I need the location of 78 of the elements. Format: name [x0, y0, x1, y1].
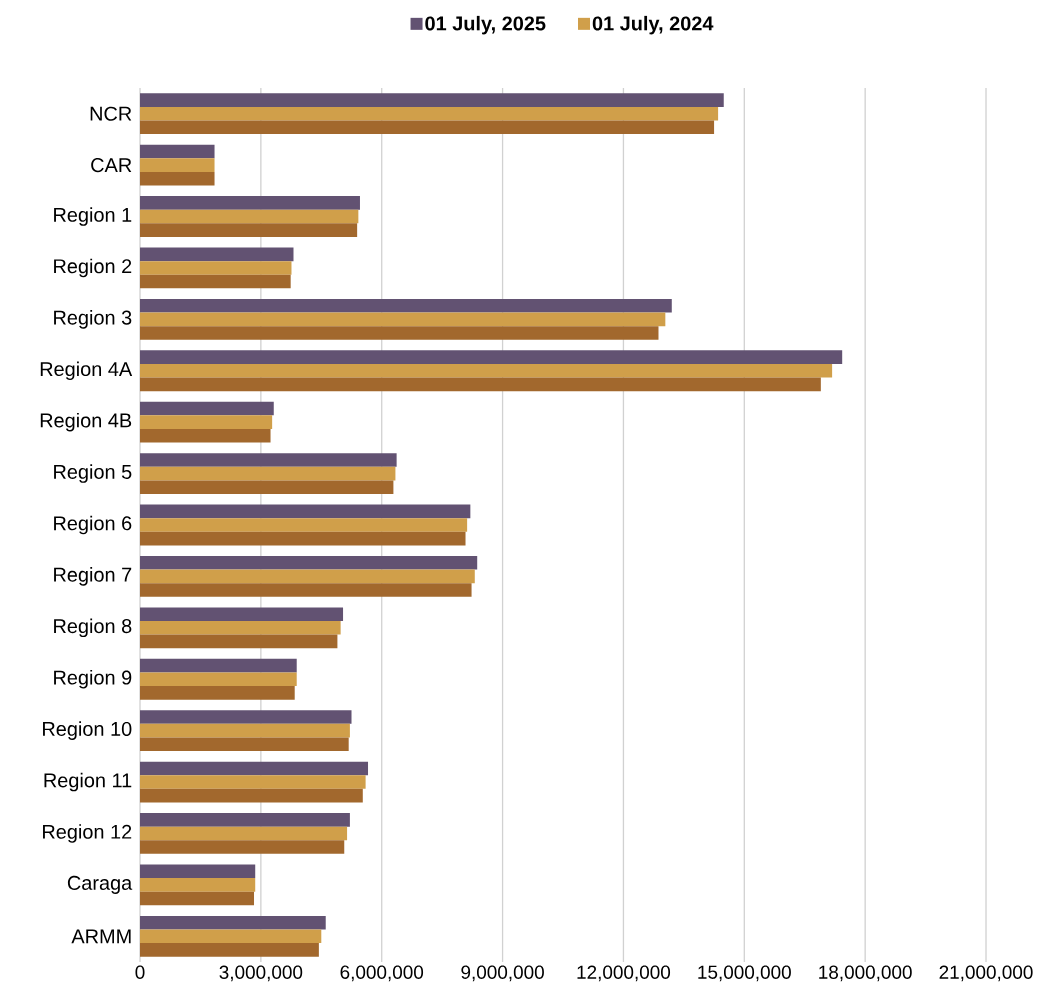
bar [140, 106, 719, 121]
bar [140, 621, 341, 635]
y-tick-label: Region 9 [54, 669, 132, 689]
x-tick-label: 9,000,000 [461, 965, 544, 982]
y-tick-label: Region 11 [44, 772, 132, 792]
bar [140, 261, 292, 275]
y-tick-label: ARMM [71, 929, 131, 944]
bar [140, 377, 821, 392]
bar [140, 737, 349, 752]
bar [140, 761, 369, 776]
bar [140, 710, 352, 724]
bar [140, 775, 366, 789]
y-tick-label: Region 4A [40, 361, 133, 381]
bar [140, 350, 843, 364]
y-tick-label: Region 3 [54, 310, 132, 329]
x-tick-label: 21,000,000 [939, 965, 1033, 982]
bar [140, 826, 348, 841]
bar [140, 929, 322, 944]
bar [140, 453, 397, 467]
bar [140, 556, 478, 570]
bar [140, 531, 466, 546]
bar [140, 569, 475, 584]
bar [140, 518, 468, 532]
bar [140, 672, 297, 687]
x-tick-label: 0 [135, 965, 145, 979]
bar [140, 480, 394, 494]
bar [140, 891, 255, 906]
bar [140, 878, 256, 892]
bar [140, 158, 215, 172]
y-tick-label: Region 2 [54, 258, 132, 278]
bar [140, 171, 215, 186]
y-tick-label: Region 7 [54, 567, 132, 586]
bar [140, 658, 297, 673]
y-tick-label: Region 6 [54, 515, 132, 535]
bar [140, 223, 358, 237]
x-tick-label: 3,000,000 [219, 965, 303, 982]
bar [140, 840, 345, 854]
bar [140, 428, 271, 443]
bar [140, 196, 360, 210]
bar [140, 504, 471, 519]
bar [140, 363, 833, 378]
bar [140, 298, 672, 313]
bar [140, 247, 294, 262]
y-tick-label: Region 12 [43, 824, 132, 843]
bar [140, 607, 344, 622]
bar [140, 401, 274, 416]
y-tick-label: Region 1 [54, 207, 132, 226]
bar [140, 686, 295, 700]
bar [140, 943, 319, 957]
x-tick-label: 18,000,000 [819, 965, 912, 982]
bar [140, 144, 215, 159]
bar [140, 209, 359, 224]
x-tick-label: 6,000,000 [340, 965, 424, 982]
bar [140, 813, 350, 827]
bar [140, 634, 338, 649]
bar [140, 312, 666, 327]
bar [140, 583, 472, 597]
bar [140, 120, 715, 135]
bar [140, 723, 350, 738]
bar [140, 326, 659, 340]
y-tick-label: Region 4B [40, 412, 132, 432]
legend-label: 01 July, 2025 [425, 15, 546, 35]
y-tick-label: CAR [91, 158, 132, 173]
y-tick-label: Region 8 [54, 618, 132, 638]
bar [140, 415, 273, 429]
bar [140, 788, 363, 803]
bar [140, 915, 326, 930]
bar [140, 864, 256, 879]
y-tick-label: Caraga [67, 875, 133, 894]
bar [140, 466, 396, 481]
y-tick-label: Region 10 [43, 721, 132, 740]
y-tick-label: Region 5 [54, 464, 132, 483]
legend-label: 01 July, 2024 [592, 15, 714, 35]
bar [140, 93, 724, 107]
x-tick-label: 12,000,000 [577, 965, 671, 982]
bar [140, 274, 291, 289]
y-tick-label: NCR [90, 106, 132, 121]
x-tick-label: 15,000,000 [698, 965, 791, 982]
